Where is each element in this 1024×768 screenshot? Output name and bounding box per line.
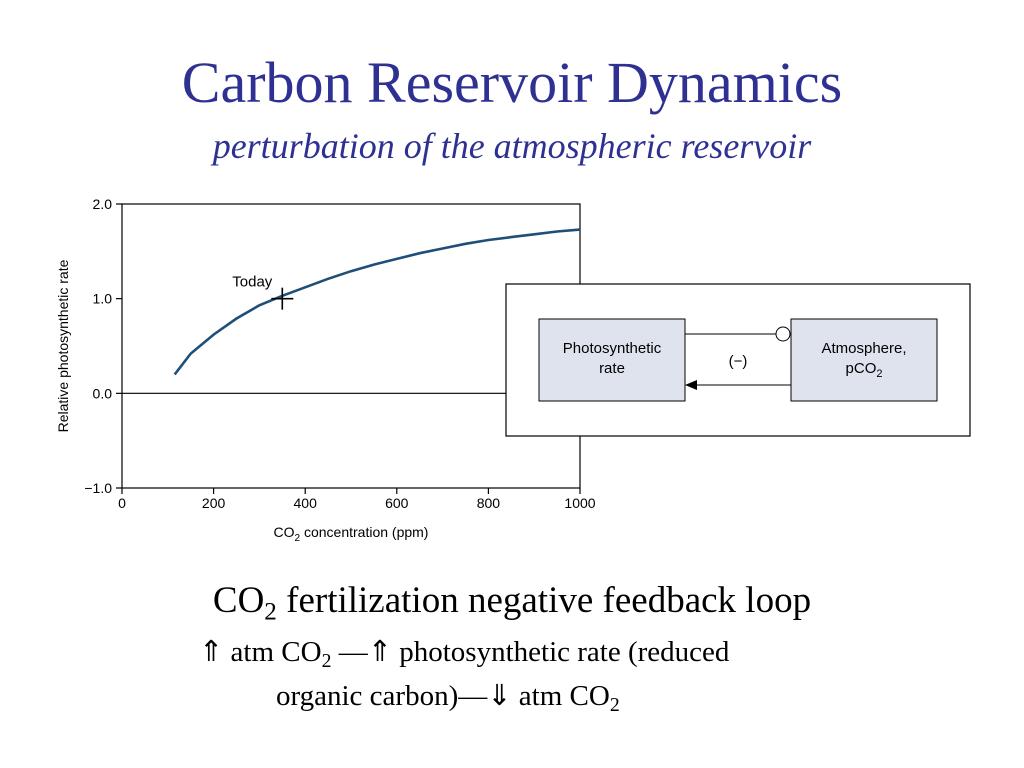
x-tick-label: 0: [118, 495, 126, 511]
photosynthetic-rate-label-line2: rate: [599, 360, 625, 377]
x-tick-label: 800: [477, 495, 501, 511]
atmosphere-box: [790, 318, 938, 402]
photosynthetic-rate-label-line1: Photosynthetic: [563, 340, 662, 357]
co2-photosynthesis-chart: 0 200 400 600 800 1000 −1.0 0.0 1.0 2.0 Today Re…: [55, 196, 971, 544]
slide-subtitle: perturbation of the atmospheric reservoi…: [212, 126, 812, 166]
atmosphere-label-line2: pCO2: [846, 360, 883, 380]
atmosphere-label-line1: Atmosphere,: [821, 340, 906, 357]
today-label: Today: [232, 274, 273, 291]
feedback-diagram: Photosynthetic rate Atmosphere, pCO2 (−): [505, 283, 971, 437]
y-axis-ticks: −1.0 0.0 1.0 2.0: [84, 196, 122, 496]
caption-line-3: organic carbon)—⇓ atm CO2: [276, 680, 620, 716]
feedback-caption: CO2 fertilization negative feedback loop: [212, 580, 812, 626]
photosynthetic-rate-box: [538, 318, 686, 402]
photosynthetic-rate-curve: [173, 228, 581, 376]
arrow-head-icon: [685, 380, 697, 390]
y-tick-label: 0.0: [93, 385, 113, 401]
negative-sign-label: (−): [729, 353, 748, 370]
x-axis-ticks: 0 200 400 600 800 1000: [118, 488, 596, 511]
x-tick-label: 400: [294, 495, 318, 511]
open-circle-icon: [775, 326, 791, 342]
x-tick-label: 1000: [564, 495, 595, 511]
y-tick-label: −1.0: [84, 480, 112, 496]
x-tick-label: 600: [385, 495, 409, 511]
caption-line-2: ⇑ atm CO2 —⇑ photosynthetic rate (reduce…: [199, 636, 730, 672]
today-marker: Today: [232, 274, 294, 310]
x-axis-label: CO2 concentration (ppm): [274, 524, 429, 544]
y-tick-label: 1.0: [93, 291, 113, 307]
x-tick-label: 200: [202, 495, 226, 511]
y-axis-label: Relative photosynthetic rate: [55, 259, 71, 432]
slide-title: Carbon Reservoir Dynamics: [181, 50, 843, 115]
y-tick-label: 2.0: [93, 196, 113, 212]
